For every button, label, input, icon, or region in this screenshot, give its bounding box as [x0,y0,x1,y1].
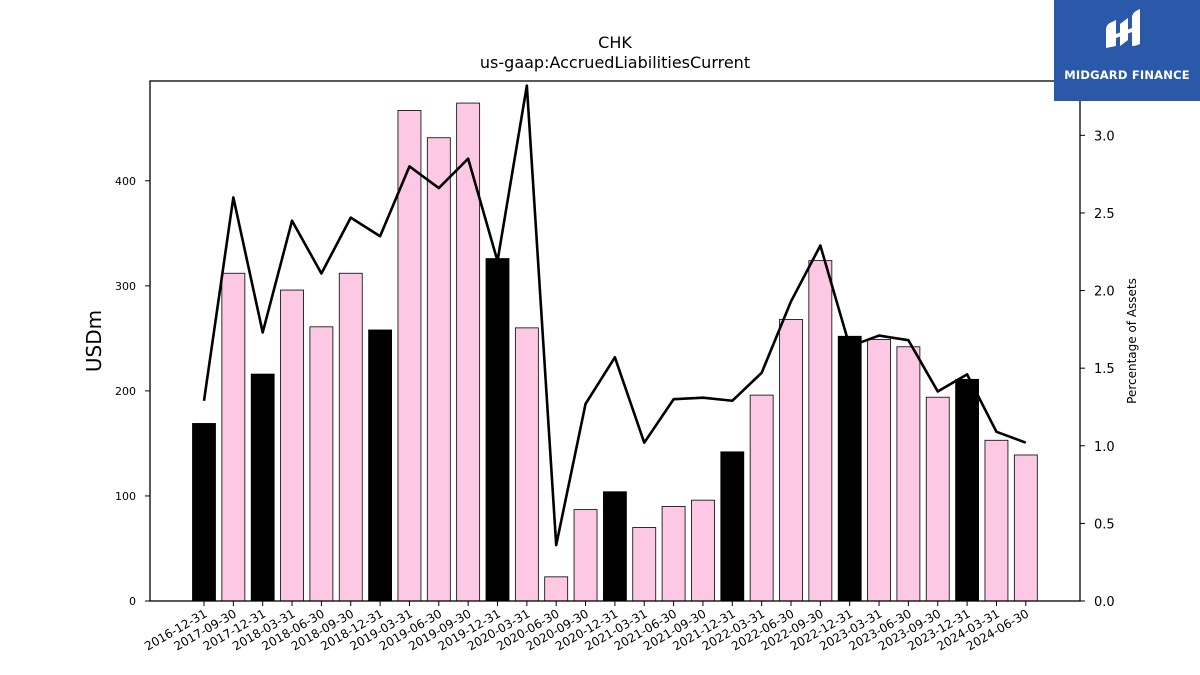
midgard-mark-icon [1106,9,1140,48]
bar-2018-12-31 [368,329,393,602]
bar-2018-09-30 [338,272,363,602]
bar-2023-03-31 [867,339,891,602]
y-tick-label: 400 [115,175,136,188]
chart-subtitle: us-gaap:AccruedLiabilitiesCurrent [480,53,750,72]
bar-2022-12-31 [837,335,862,602]
bar-2016-12-31 [192,423,216,602]
y-tick-label: 300 [115,280,136,293]
bar-2024-06-30 [1013,454,1038,602]
y2-tick-label: 2.5 [1094,207,1115,222]
bar-2018-06-30 [309,326,334,602]
left-axis: 0 100 200 300 400 [115,175,150,608]
bar-2021-09-30 [691,499,715,602]
line-group [202,84,1027,547]
bar-2019-09-30 [456,102,481,602]
bar-2022-06-30 [779,319,803,602]
y-axis-label: USDm [82,310,106,372]
bar-2019-12-31 [485,258,510,602]
bar-2024-03-31 [984,439,1009,602]
y-tick-label: 100 [115,490,136,503]
bar-2020-12-31 [603,491,627,602]
y2-tick-label: 1.5 [1094,362,1115,377]
y2-tick-label: 3.0 [1094,129,1115,144]
brand-logo: MIDGARD FINANCE [1054,0,1200,101]
y2-tick-label: 0.5 [1094,517,1115,532]
bar-2022-09-30 [808,260,833,602]
x-axis: 2016-12-312017-09-302017-12-312018-03-31… [142,601,1031,653]
y-tick-label: 200 [115,385,136,398]
y-tick-label: 0 [129,595,136,608]
bar-2020-06-30 [544,576,569,602]
pct-assets-line [202,84,1027,547]
bar-2017-12-31 [250,373,275,602]
bar-2023-12-31 [955,378,979,602]
brand-logo-text: MIDGARD FINANCE [1064,68,1190,82]
bar-2021-03-31 [632,527,657,602]
bar-2017-09-30 [221,272,246,602]
bar-2021-12-31 [720,451,745,602]
y2-tick-label: 1.0 [1094,440,1115,455]
bar-2022-03-31 [749,394,774,602]
y2-tick-label: 0.0 [1094,595,1115,610]
bar-2023-09-30 [925,396,950,602]
bar-2020-09-30 [573,509,598,602]
bar-2023-06-30 [896,346,921,602]
bars-group [192,102,1038,602]
bar-2021-06-30 [661,506,686,602]
right-axis: 0.0 0.5 1.0 1.5 2.0 2.5 3.0 [1080,129,1115,610]
chart-title: CHK [598,33,632,52]
y2-tick-label: 2.0 [1094,285,1115,300]
bar-2020-03-31 [514,327,539,602]
y2-axis-label: Percentage of Assets [1125,278,1139,404]
bar-2019-06-30 [426,137,451,602]
bar-2018-03-31 [280,289,304,602]
